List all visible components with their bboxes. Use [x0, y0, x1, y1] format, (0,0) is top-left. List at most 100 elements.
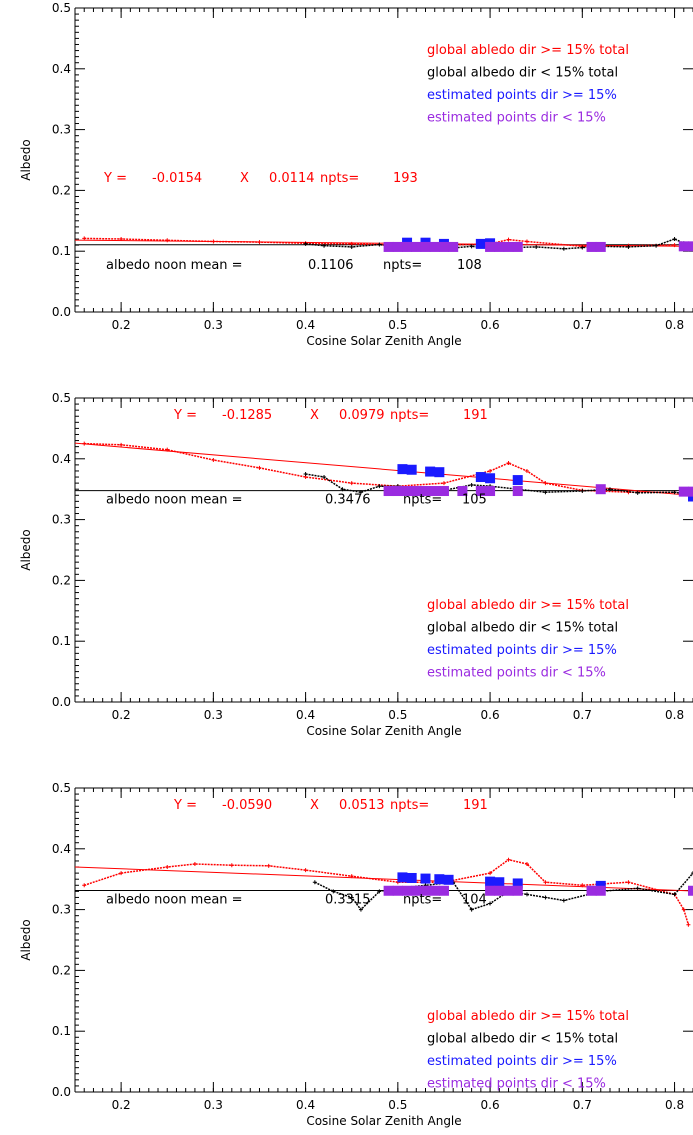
data-point — [678, 241, 689, 252]
mean-annotation: albedo noon mean = 0.3315 npts= 104 — [106, 892, 487, 907]
data-point — [429, 885, 440, 896]
data-point — [580, 245, 585, 250]
x-tick-label: 0.2 — [112, 318, 131, 332]
data-point — [488, 468, 493, 473]
y-tick-label: 0.3 — [52, 903, 71, 917]
data-point — [524, 239, 529, 244]
data-point — [686, 922, 691, 927]
x-tick-label: 0.5 — [388, 708, 407, 722]
legend-entry: estimated points dir >= 15% — [427, 1054, 617, 1069]
legend-entry: estimated points dir < 15% — [427, 111, 606, 126]
mean-value: 0.3476 — [325, 493, 371, 508]
x-tick-label: 0.5 — [388, 318, 407, 332]
mean-npts-label: npts= — [403, 493, 442, 508]
data-point — [543, 895, 548, 900]
mean-value: 0.1106 — [308, 258, 354, 273]
data-point — [377, 484, 382, 489]
data-point — [392, 885, 403, 896]
data-point — [397, 872, 408, 883]
data-point — [192, 862, 197, 866]
data-point — [406, 872, 417, 883]
x-tick-label: 0.6 — [481, 708, 500, 722]
data-point — [485, 486, 496, 497]
data-point — [595, 885, 606, 896]
x-tick-label: 0.4 — [296, 708, 315, 722]
data-point — [402, 885, 413, 896]
x-tick-label: 0.7 — [573, 1098, 592, 1112]
fit-slope: -0.1285 — [222, 408, 272, 423]
data-point — [377, 889, 382, 894]
x-axis-label: Cosine Solar Zenith Angle — [306, 334, 461, 348]
mean-npts-label: npts= — [383, 258, 422, 273]
chart-panel-2: 0.0 0.1 0.2 0.3 0.4 0.5 0.2 0.3 0.4 0.5 0.6 0.7 0.8 C… — [19, 391, 693, 738]
data-point — [119, 237, 124, 242]
data-point — [506, 857, 511, 862]
data-point — [383, 486, 394, 497]
x-tick-label: 0.3 — [204, 1098, 223, 1112]
data-point — [349, 895, 354, 900]
data-point — [672, 490, 677, 495]
data-point — [229, 863, 234, 868]
data-point — [383, 885, 394, 896]
fit-x: X — [310, 408, 319, 423]
x-tick-label: 0.6 — [481, 318, 500, 332]
fit-intercept: 0.0513 — [339, 798, 385, 813]
x-tick-label: 0.8 — [665, 1098, 684, 1112]
y-tick-label: 0.1 — [52, 634, 71, 648]
data-point — [688, 885, 693, 896]
data-point — [211, 458, 216, 463]
legend-entry: global albedo dir < 15% total — [427, 66, 618, 81]
series-4 — [383, 885, 693, 896]
data-point — [469, 244, 474, 249]
chart-panel-1: 0.0 0.1 0.2 0.3 0.4 0.5 0.2 0.3 0.4 0.5 0.6 0.7 0.8 C… — [19, 1, 693, 348]
data-point — [475, 472, 486, 483]
data-point — [561, 246, 566, 251]
fit-intercept: 0.0979 — [339, 408, 385, 423]
data-point — [434, 467, 445, 478]
y-tick-label: 0.1 — [52, 244, 71, 258]
y-tick-label: 0.3 — [52, 123, 71, 137]
data-point — [303, 472, 308, 476]
data-point — [503, 885, 514, 896]
data-point — [402, 241, 413, 252]
fit-slope: -0.0590 — [222, 798, 272, 813]
data-point — [322, 243, 327, 248]
data-point — [681, 907, 686, 912]
data-point — [257, 465, 262, 470]
data-point — [406, 464, 417, 475]
data-point — [402, 486, 413, 497]
data-point — [512, 486, 523, 497]
data-point — [420, 873, 431, 884]
y-axis-label: Albedo — [19, 919, 33, 961]
data-point — [543, 880, 548, 885]
plot-area — [75, 441, 693, 502]
y-tick-label: 0.3 — [52, 513, 71, 527]
data-point — [457, 486, 468, 497]
data-point — [688, 241, 693, 252]
fit-npts: 191 — [463, 408, 488, 423]
data-point — [411, 486, 422, 497]
data-point — [672, 237, 677, 242]
data-point — [448, 241, 459, 252]
mean-npts: 108 — [457, 258, 482, 273]
x-tick-label: 0.8 — [665, 708, 684, 722]
y-tick-label: 0.5 — [52, 391, 71, 405]
y-tick-label: 0.2 — [52, 573, 71, 587]
data-point — [411, 885, 422, 896]
data-point — [425, 466, 436, 477]
plot-area — [75, 236, 693, 252]
fit-prefix: Y = — [173, 798, 197, 813]
x-axis-label: Cosine Solar Zenith Angle — [306, 724, 461, 738]
x-tick-label: 0.2 — [112, 708, 131, 722]
data-point — [524, 862, 529, 866]
y-tick-label: 0.5 — [52, 781, 71, 795]
data-point — [392, 486, 403, 497]
data-point — [82, 883, 87, 888]
data-point — [494, 241, 505, 252]
data-point — [312, 880, 317, 885]
fit-equation: Y = -0.0590 X 0.0513 npts= 191 — [173, 798, 488, 813]
data-point — [512, 885, 523, 896]
data-point — [512, 241, 523, 252]
series-line — [84, 442, 675, 493]
data-point — [429, 486, 440, 497]
